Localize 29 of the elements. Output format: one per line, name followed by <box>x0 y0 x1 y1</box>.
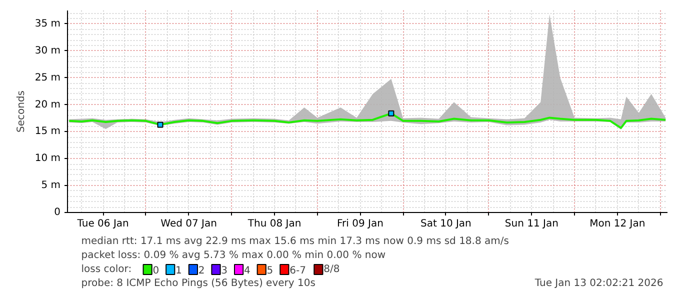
legend-label: 4 <box>244 266 250 276</box>
text: probe: 8 ICMP Echo Pings (56 Bytes) every 10s <box>81 278 316 289</box>
x-tick-label: Sat 10 Jan <box>420 218 472 230</box>
legend-label: 2 <box>198 266 205 276</box>
legend-title: loss color: <box>81 264 132 275</box>
y-tick-label: 25 m <box>34 72 61 84</box>
y-tick-label: 5 m <box>41 180 61 192</box>
legend-label: 8/8 <box>324 264 340 275</box>
legend-label: 3 <box>221 266 228 276</box>
x-tick-label: Mon 12 Jan <box>590 218 646 230</box>
y-tick-label: 0 <box>54 207 61 218</box>
x-tick-label: Fri 09 Jan <box>337 218 384 230</box>
y-tick-label: 35 m <box>34 18 61 30</box>
x-tick-label: Tue 06 Jan <box>76 218 129 230</box>
text: packet loss: 0.09 % avg 5.73 % max 0.00 % min 0.00 % now <box>81 250 386 261</box>
x-tick-label: Wed 07 Jan <box>160 218 217 230</box>
y-tick-label: 10 m <box>34 153 61 164</box>
legend-label: 0 <box>152 266 160 276</box>
text: Tue Jan 13 02:02:21 2026 <box>534 278 664 289</box>
legend-label: 1 <box>176 266 182 276</box>
x-tick-label: Thu 08 Jan <box>246 218 302 230</box>
legend-label: 6-7 <box>290 266 306 276</box>
y-tick-label: 20 m <box>34 99 61 110</box>
x-tick-label: Sun 11 Jan <box>504 218 558 230</box>
text: median rtt: 17.1 ms avg 22.9 ms max 15.6 ms min 17.3 ms now 0.9 ms sd 18.8 am/s <box>81 236 509 247</box>
y-axis-title: Seconds <box>16 90 27 133</box>
y-tick-label: 30 m <box>34 45 61 56</box>
y-tick-label: 15 m <box>34 126 61 138</box>
legend-label: 5 <box>266 266 274 276</box>
